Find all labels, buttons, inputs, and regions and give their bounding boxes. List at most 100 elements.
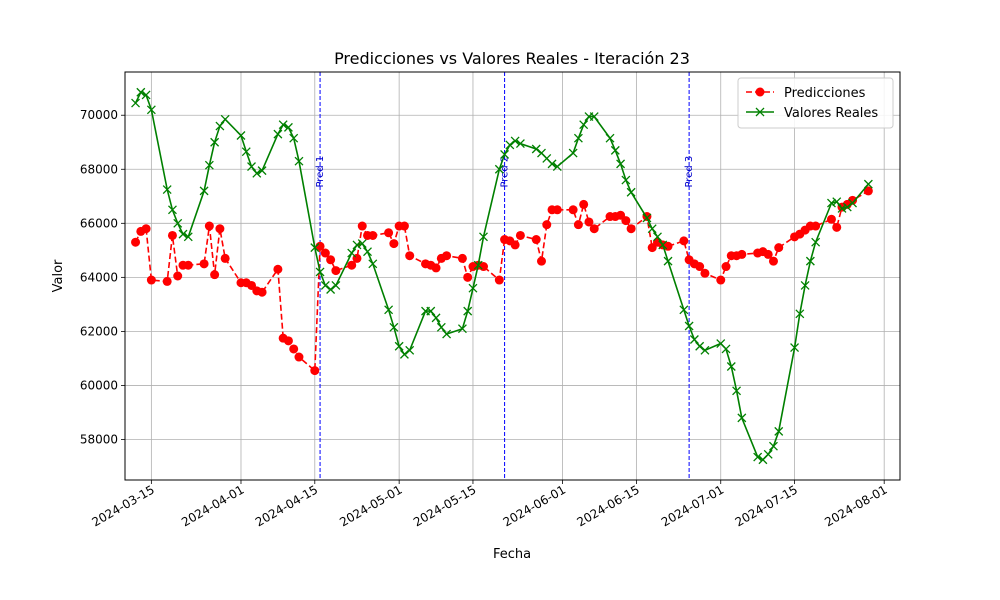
data-point <box>848 198 858 208</box>
data-point <box>294 156 304 166</box>
data-point <box>283 336 293 346</box>
y-tick-label: 68000 <box>80 162 118 176</box>
y-tick-label: 58000 <box>80 432 118 446</box>
data-point <box>204 221 214 231</box>
data-point <box>494 275 504 285</box>
x-tick-label: 2024-04-15 <box>253 482 320 529</box>
data-point <box>790 343 800 353</box>
data-point <box>605 133 615 143</box>
data-point <box>241 147 251 157</box>
data-point <box>457 324 467 334</box>
data-point <box>331 280 341 290</box>
data-point <box>621 216 631 226</box>
prediction-vline-label: Pred 2 <box>500 156 511 188</box>
data-point <box>289 133 299 143</box>
legend-label: Valores Reales <box>784 106 878 121</box>
data-point <box>310 243 320 253</box>
chart-title: Predicciones vs Valores Reales - Iteraci… <box>334 49 690 68</box>
data-point <box>389 322 399 332</box>
data-point <box>721 344 731 354</box>
data-point <box>863 186 873 196</box>
data-point <box>769 441 778 451</box>
data-point <box>215 224 225 234</box>
data-point <box>679 305 689 315</box>
data-point <box>579 120 589 130</box>
data-point <box>431 313 441 323</box>
data-point <box>394 341 404 351</box>
data-point <box>210 270 220 280</box>
data-point <box>732 386 742 396</box>
data-point <box>621 175 631 185</box>
data-point <box>431 263 441 273</box>
data-point <box>204 160 214 170</box>
data-point <box>357 221 367 231</box>
data-point <box>399 221 409 231</box>
data-point <box>515 230 525 240</box>
data-point <box>141 90 151 100</box>
data-point <box>542 220 552 230</box>
data-point <box>863 179 873 189</box>
data-point <box>405 251 415 261</box>
data-point <box>700 345 710 355</box>
data-point <box>589 224 599 234</box>
data-point <box>811 221 821 231</box>
data-point <box>146 105 156 115</box>
data-point <box>753 452 763 462</box>
prediction-markers: Pred 1 Pred 2 Pred 3 <box>315 72 695 480</box>
data-point <box>162 185 172 194</box>
data-point <box>199 259 209 269</box>
data-point <box>763 249 773 259</box>
data-point <box>721 262 731 272</box>
data-point <box>141 224 151 234</box>
data-point <box>347 260 357 270</box>
x-tick-label: 2024-07-01 <box>659 482 726 529</box>
data-point <box>832 197 842 207</box>
data-point <box>848 195 858 205</box>
data-point <box>536 256 546 266</box>
series-line <box>134 91 870 461</box>
y-tick-label: 64000 <box>80 270 118 284</box>
data-point <box>183 232 193 242</box>
y-axis: 58000 60000 62000 64000 66000 68000 70000 <box>80 108 125 446</box>
data-point <box>832 222 842 232</box>
data-point <box>320 280 330 290</box>
data-point <box>326 255 336 265</box>
data-point <box>463 272 473 282</box>
data-point <box>755 107 765 117</box>
y-tick-label: 60000 <box>80 378 118 392</box>
data-point <box>811 237 821 247</box>
data-point <box>347 248 357 258</box>
data-point <box>515 139 525 149</box>
y-axis-label: Valor <box>51 259 66 292</box>
data-point <box>252 168 262 178</box>
x-tick-label: 2024-04-01 <box>179 482 246 529</box>
x-tick-label: 2024-06-01 <box>501 482 568 529</box>
data-point <box>505 140 515 150</box>
data-point <box>167 230 177 240</box>
data-point <box>689 335 699 344</box>
data-point <box>426 306 436 316</box>
data-point <box>500 149 510 159</box>
data-point <box>210 137 220 147</box>
data-point <box>363 247 372 257</box>
prediction-vline-label: Pred 3 <box>684 156 695 188</box>
data-point <box>795 309 805 319</box>
x-tick-label: 2024-07-15 <box>733 482 800 529</box>
data-point <box>399 349 409 359</box>
data-point <box>384 305 394 315</box>
data-point <box>442 251 452 261</box>
data-point <box>468 283 478 293</box>
data-point <box>405 345 415 355</box>
data-point <box>183 260 193 270</box>
data-point <box>716 275 726 285</box>
data-point <box>510 240 520 250</box>
data-point <box>684 321 694 331</box>
data-point <box>573 133 583 143</box>
data-point <box>220 253 230 263</box>
data-point <box>568 148 578 158</box>
data-point <box>774 426 784 436</box>
data-point <box>626 187 636 197</box>
data-point <box>589 112 599 122</box>
data-point <box>755 87 765 97</box>
data-point <box>473 260 483 270</box>
